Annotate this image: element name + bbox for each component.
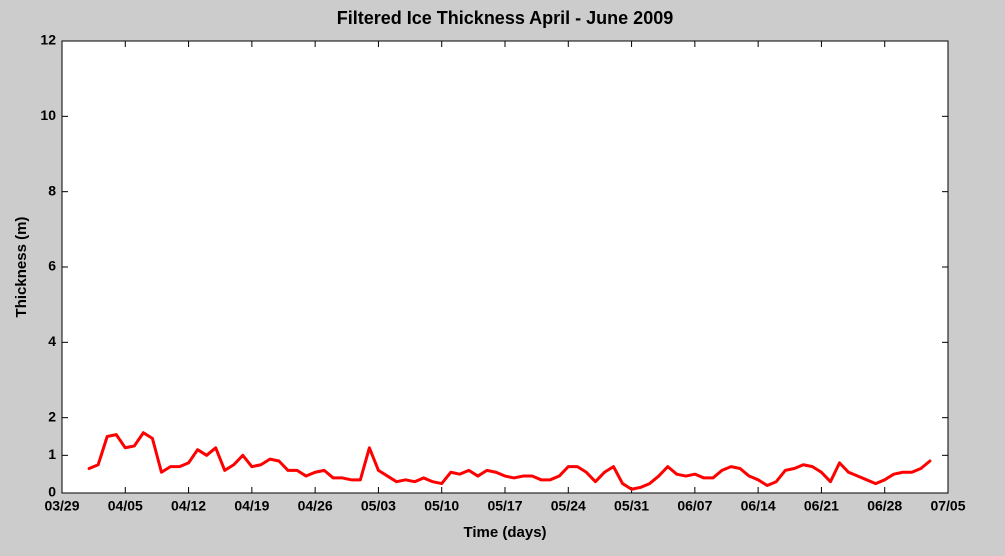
y-tick-label: 6 — [48, 258, 56, 274]
x-tick-label: 04/26 — [298, 498, 333, 514]
y-tick-label: 8 — [48, 182, 56, 198]
chart-title: Filtered Ice Thickness April - June 2009 — [337, 8, 673, 28]
y-axis-label: Thickness (m) — [13, 217, 30, 318]
y-tick-label: 12 — [40, 32, 56, 48]
y-tick-label: 4 — [48, 333, 56, 349]
x-tick-label: 05/17 — [487, 498, 522, 514]
x-tick-label: 06/28 — [867, 498, 902, 514]
x-axis-label: Time (days) — [463, 524, 546, 541]
data-line — [87, 431, 932, 491]
y-tick-label: 0 — [48, 484, 56, 500]
y-tick-label: 2 — [48, 408, 56, 424]
plot-area — [61, 40, 949, 494]
x-tick-label: 06/07 — [677, 498, 712, 514]
x-tick-label: 05/31 — [614, 498, 649, 514]
x-tick-label: 05/03 — [361, 498, 396, 514]
x-tick-label: 04/05 — [108, 498, 143, 514]
x-tick-label: 03/29 — [44, 498, 79, 514]
x-tick-label: 04/12 — [171, 498, 206, 514]
x-tick-label: 07/05 — [930, 498, 965, 514]
y-tick-label: 1 — [48, 446, 56, 462]
x-tick-label: 04/19 — [234, 498, 269, 514]
y-tick-label: 10 — [40, 107, 56, 123]
x-tick-label: 05/10 — [424, 498, 459, 514]
x-tick-label: 06/14 — [741, 498, 776, 514]
x-tick-label: 06/21 — [804, 498, 839, 514]
x-tick-label: 05/24 — [551, 498, 586, 514]
